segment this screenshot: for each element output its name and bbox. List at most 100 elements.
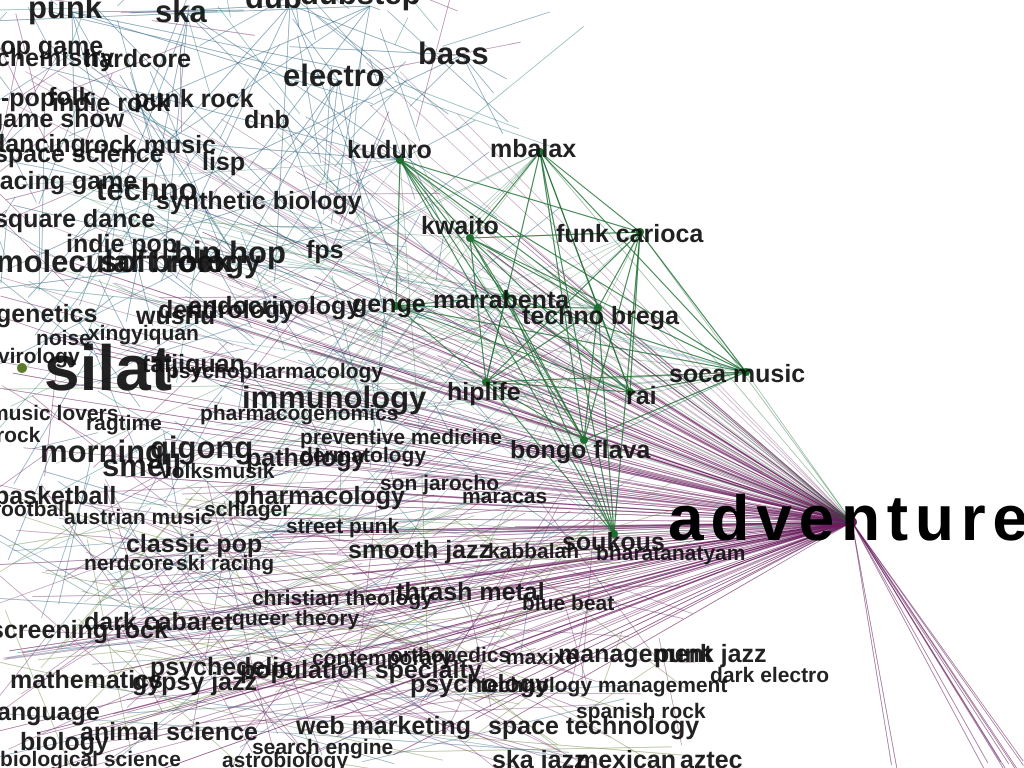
node-label-punk-rock[interactable]: punk rock xyxy=(134,85,254,113)
node-label-street-punk[interactable]: street punk xyxy=(286,515,400,538)
node-label-bharatanatyam[interactable]: bharatanatyam xyxy=(596,542,745,565)
node-label-screening-rock[interactable]: screening rock xyxy=(0,616,168,644)
node-label-management[interactable]: management xyxy=(558,640,713,668)
node-label-taijiquan[interactable]: taijiquan xyxy=(142,350,245,378)
node-label-ska-jazz[interactable]: ska jazz xyxy=(492,746,587,768)
node-label-gypsy-jazz[interactable]: gypsy jazz xyxy=(132,668,257,696)
node-dot-soca-music[interactable] xyxy=(742,368,750,376)
node-label-dub[interactable]: dub xyxy=(245,0,302,15)
node-label-kwaito[interactable]: kwaito xyxy=(421,212,499,240)
node-label-molecular-biology[interactable]: molecular biology xyxy=(0,244,262,279)
node-label-mathematics[interactable]: mathematics xyxy=(10,666,163,694)
node-label-dubstep[interactable]: dubstep xyxy=(300,0,421,11)
node-label-son-jarocho[interactable]: son jarocho xyxy=(380,472,499,495)
node-label-orthopedics[interactable]: orthopedics xyxy=(390,644,510,667)
node-label-game-show[interactable]: game show xyxy=(0,105,125,133)
node-dot-adventure[interactable] xyxy=(847,517,857,527)
node-label-square-dance[interactable]: square dance xyxy=(0,205,155,233)
node-dot-silat[interactable] xyxy=(17,363,27,373)
node-label-endocrinology[interactable]: endocrinology xyxy=(188,292,360,320)
node-label-techno-brega[interactable]: techno brega xyxy=(522,302,680,330)
node-label-soukous[interactable]: soukous xyxy=(562,528,665,556)
node-label-ska[interactable]: ska xyxy=(155,0,207,29)
node-label-morning[interactable]: morning xyxy=(40,434,164,469)
node-dot-kuduro[interactable] xyxy=(396,156,404,164)
node-label-fps[interactable]: fps xyxy=(306,236,344,264)
node-label-top-game[interactable]: top game xyxy=(0,32,103,60)
node-dot-marrabenta[interactable] xyxy=(502,292,510,300)
node-label-ski-racing[interactable]: ski racing xyxy=(176,552,274,575)
node-label-hardcore[interactable]: hardcore xyxy=(84,45,191,73)
node-label-smooth-jazz[interactable]: smooth jazz xyxy=(348,536,491,564)
node-label-lisp[interactable]: lisp xyxy=(202,148,245,176)
node-label-maracas[interactable]: maracas xyxy=(462,485,547,508)
node-label-psychology[interactable]: psychology xyxy=(410,670,549,698)
node-label-rock-music[interactable]: rock music xyxy=(84,131,216,159)
node-dot-kwaito[interactable] xyxy=(466,234,474,242)
node-label-nerdcore[interactable]: nerdcore xyxy=(84,552,174,575)
node-dot-funk-carioca[interactable] xyxy=(636,228,644,236)
node-label-volksmusik[interactable]: volksmusik xyxy=(160,460,275,483)
node-dot-hiplife[interactable] xyxy=(482,378,490,386)
node-label-dermatology[interactable]: dermatology xyxy=(300,444,426,467)
node-label-smell[interactable]: smell xyxy=(102,448,181,483)
node-label-blue-beat[interactable]: blue beat xyxy=(522,592,614,615)
node-dot-genge[interactable] xyxy=(392,302,400,310)
node-label-immunology[interactable]: immunology xyxy=(242,380,427,415)
node-label-population-specialty[interactable]: population specialty xyxy=(240,656,482,684)
node-label-synthetic-biology[interactable]: synthetic biology xyxy=(156,187,362,215)
node-dot-mbalax[interactable] xyxy=(536,148,544,156)
node-label-web-marketing[interactable]: web marketing xyxy=(295,712,471,740)
node-label-space-technology[interactable]: space technology xyxy=(488,712,699,740)
node-label-soft-rock[interactable]: soft rock xyxy=(100,244,232,279)
node-label-chemistry[interactable]: chemistry xyxy=(0,44,114,72)
node-label-wushu[interactable]: wushu xyxy=(135,302,215,330)
node-label-indie-pop[interactable]: indie pop xyxy=(66,230,177,258)
node-label-techno[interactable]: techno xyxy=(96,172,198,207)
node-label-schlager[interactable]: schlager xyxy=(204,498,290,521)
node-label-dark-electro[interactable]: dark electro xyxy=(710,664,829,687)
node-label-folk[interactable]: folk xyxy=(48,83,93,111)
node-label-racing-game[interactable]: racing game xyxy=(0,167,137,195)
node-dot-techno-brega[interactable] xyxy=(594,304,602,312)
node-label-animal-science[interactable]: animal science xyxy=(80,718,258,746)
node-label-dancing[interactable]: dancing xyxy=(0,130,86,158)
node-label-language[interactable]: language xyxy=(0,698,100,726)
node-label-biological-science[interactable]: biological science xyxy=(0,748,181,768)
node-label-hip-hop[interactable]: hip hop xyxy=(174,235,286,270)
node-label-kabbalah[interactable]: kabbalah xyxy=(488,540,579,563)
node-label-noise[interactable]: noise xyxy=(36,327,91,350)
node-label-pharmacology[interactable]: pharmacology xyxy=(234,482,405,510)
node-label-dnb[interactable]: dnb xyxy=(244,106,290,134)
node-label-rock[interactable]: rock xyxy=(0,424,41,447)
node-label-christian-theology[interactable]: christian theology xyxy=(252,587,433,610)
node-label-mbalax[interactable]: mbalax xyxy=(490,135,576,163)
node-dot-bongo-flava[interactable] xyxy=(580,436,588,444)
node-label-search-engine[interactable]: search engine xyxy=(252,736,393,759)
node-label-basketball[interactable]: basketball xyxy=(0,482,116,510)
node-label-j-pop[interactable]: j-pop xyxy=(0,84,55,112)
node-label-punk[interactable]: punk xyxy=(28,0,103,25)
node-label-adventure[interactable]: adventure xyxy=(668,482,1024,554)
node-label-funk-carioca[interactable]: funk carioca xyxy=(556,220,704,248)
node-label-thrash-metal[interactable]: thrash metal xyxy=(396,578,545,606)
node-label-preventive-medicine[interactable]: preventive medicine xyxy=(300,426,502,449)
node-label-bass[interactable]: bass xyxy=(418,36,489,71)
node-label-classic-pop[interactable]: classic pop xyxy=(126,530,262,558)
node-label-astrobiology[interactable]: astrobiology xyxy=(222,749,348,768)
node-label-genetics[interactable]: genetics xyxy=(0,300,97,328)
node-label-queer-theory[interactable]: queer theory xyxy=(232,607,360,630)
node-label-virology[interactable]: virology xyxy=(0,345,80,368)
node-label-genge[interactable]: genge xyxy=(352,290,426,318)
node-label-punk-jazz[interactable]: punk jazz xyxy=(654,640,767,668)
node-label-qigong[interactable]: qigong xyxy=(150,430,253,465)
node-dot-soukous[interactable] xyxy=(610,530,618,538)
node-label-indie-rock[interactable]: indie rock xyxy=(52,89,170,117)
node-label-electro[interactable]: electro xyxy=(283,58,385,93)
node-label-austrian-music[interactable]: austrian music xyxy=(64,506,213,529)
node-label-psychedelic[interactable]: psychedelic xyxy=(150,653,293,681)
node-label-silat[interactable]: silat xyxy=(44,332,172,404)
node-label-mexican[interactable]: mexican xyxy=(576,746,676,768)
node-label-hiplife[interactable]: hiplife xyxy=(447,378,521,406)
node-label-biology[interactable]: biology xyxy=(20,728,109,756)
